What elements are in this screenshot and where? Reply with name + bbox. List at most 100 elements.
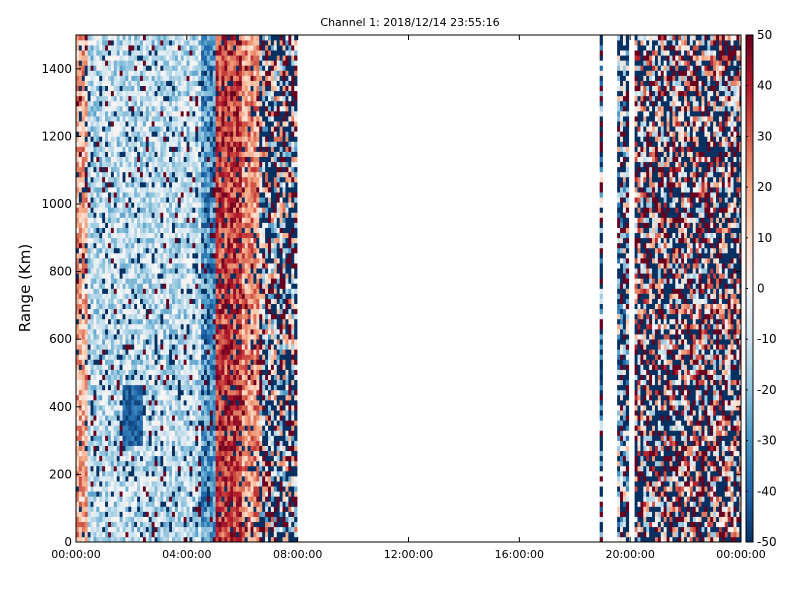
heatmap-cell xyxy=(198,151,202,157)
heatmap-cell xyxy=(78,364,83,370)
heatmap-cell xyxy=(215,405,219,411)
heatmap-cell xyxy=(113,253,118,259)
heatmap-cell xyxy=(166,146,170,152)
heatmap-cell xyxy=(81,126,86,132)
heatmap-cell xyxy=(84,359,88,365)
heatmap-cell xyxy=(113,415,118,421)
heatmap-cell xyxy=(218,100,222,107)
heatmap-cell xyxy=(96,344,100,350)
heatmap-cell xyxy=(119,460,123,467)
heatmap-cell xyxy=(148,288,152,294)
heatmap-cell xyxy=(206,50,211,56)
heatmap-cell xyxy=(87,334,91,340)
heatmap-cell xyxy=(177,207,182,213)
heatmap-cell xyxy=(189,156,193,163)
heatmap-cell xyxy=(163,521,167,528)
heatmap-cell xyxy=(166,410,170,416)
heatmap-cell xyxy=(116,430,120,436)
heatmap-cell xyxy=(90,400,94,406)
heatmap-cell xyxy=(93,501,97,507)
heatmap-cell xyxy=(125,217,129,223)
heatmap-cell xyxy=(87,166,91,173)
heatmap-cell xyxy=(81,384,86,391)
heatmap-cell xyxy=(78,313,83,320)
heatmap-cell xyxy=(206,75,211,81)
heatmap-cell xyxy=(172,141,176,147)
heatmap-cell xyxy=(81,496,86,502)
heatmap-cell xyxy=(189,415,193,421)
heatmap-cell xyxy=(87,323,91,330)
heatmap-cell xyxy=(183,151,187,157)
heatmap-cell xyxy=(206,329,211,335)
heatmap-cell xyxy=(154,318,158,325)
heatmap-cell xyxy=(148,65,152,71)
heatmap-cell xyxy=(204,435,208,441)
heatmap-cell xyxy=(140,232,144,239)
heatmap-cell xyxy=(212,435,216,441)
heatmap-cell xyxy=(174,496,179,502)
heatmap-cell xyxy=(81,187,86,193)
heatmap-cell xyxy=(166,202,170,208)
heatmap-cell xyxy=(131,481,135,487)
heatmap-cell xyxy=(81,105,86,112)
heatmap-cell xyxy=(209,182,214,188)
heatmap-cell xyxy=(189,121,193,127)
heatmap-cell xyxy=(186,455,190,462)
heatmap-cell xyxy=(183,247,187,254)
heatmap-cell xyxy=(206,121,211,127)
heatmap-cell xyxy=(166,288,170,294)
heatmap-cell xyxy=(110,521,115,528)
heatmap-cell xyxy=(134,526,138,533)
heatmap-cell xyxy=(99,90,103,97)
heatmap-cell xyxy=(90,65,94,71)
heatmap-cell xyxy=(90,136,94,142)
heatmap-cell xyxy=(108,182,112,188)
heatmap-cell xyxy=(163,354,167,360)
heatmap-cell xyxy=(145,536,150,543)
heatmap-cell xyxy=(192,171,196,178)
heatmap-cell xyxy=(212,268,216,274)
heatmap-cell xyxy=(148,156,152,163)
heatmap-cell xyxy=(198,359,202,365)
heatmap-cell xyxy=(140,65,144,71)
heatmap-cell xyxy=(128,166,132,173)
heatmap-cell xyxy=(157,131,161,137)
heatmap-cell xyxy=(151,288,155,294)
heatmap-cell xyxy=(186,420,190,426)
heatmap-cell xyxy=(151,349,155,355)
heatmap-cell xyxy=(157,95,161,102)
heatmap-cell xyxy=(183,491,187,497)
heatmap-cell xyxy=(131,70,135,76)
heatmap-cell xyxy=(215,364,219,370)
heatmap-cell xyxy=(84,237,88,244)
heatmap-cell xyxy=(192,420,196,426)
heatmap-cell xyxy=(76,511,80,517)
heatmap-cell xyxy=(195,440,199,446)
heatmap-cell xyxy=(209,435,214,441)
heatmap-cell xyxy=(84,511,88,517)
heatmap-cell xyxy=(116,263,120,269)
heatmap-cell xyxy=(145,400,150,406)
heatmap-cell xyxy=(105,247,109,254)
heatmap-cell xyxy=(154,288,158,294)
heatmap-cell xyxy=(166,501,170,507)
heatmap-cell xyxy=(215,232,219,239)
heatmap-cell xyxy=(163,531,167,538)
heatmap-cell xyxy=(96,105,100,112)
heatmap-cell xyxy=(206,126,211,132)
heatmap-cell xyxy=(78,400,83,406)
heatmap-cell xyxy=(142,440,147,446)
heatmap-cell xyxy=(169,111,173,117)
heatmap-cell xyxy=(154,501,158,507)
heatmap-cell xyxy=(154,293,158,299)
heatmap-cell xyxy=(218,242,222,249)
heatmap-cell xyxy=(183,187,187,193)
heatmap-cell xyxy=(195,313,199,320)
heatmap-cell xyxy=(102,258,106,264)
heatmap-cell xyxy=(131,364,135,370)
heatmap-cell xyxy=(93,405,97,411)
heatmap-cell xyxy=(125,349,129,355)
heatmap-cell xyxy=(198,212,202,218)
heatmap-cell xyxy=(169,182,173,188)
heatmap-cell xyxy=(215,389,219,396)
